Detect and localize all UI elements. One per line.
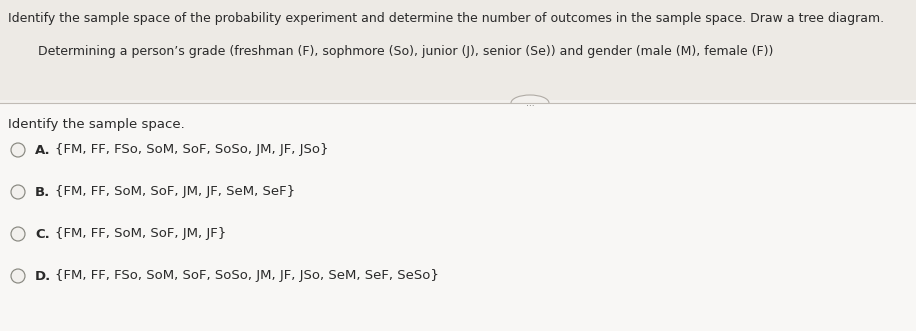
Circle shape <box>11 185 25 199</box>
FancyBboxPatch shape <box>0 104 916 331</box>
FancyBboxPatch shape <box>0 0 916 100</box>
Circle shape <box>11 269 25 283</box>
Text: {FM, FF, SoM, SoF, JM, JF, SeM, SeF}: {FM, FF, SoM, SoF, JM, JF, SeM, SeF} <box>55 185 295 199</box>
Ellipse shape <box>511 95 549 111</box>
Text: Identify the sample space.: Identify the sample space. <box>8 118 185 131</box>
Text: B.: B. <box>35 185 50 199</box>
Text: C.: C. <box>35 227 49 241</box>
Circle shape <box>11 227 25 241</box>
Text: {FM, FF, FSo, SoM, SoF, SoSo, JM, JF, JSo, SeM, SeF, SeSo}: {FM, FF, FSo, SoM, SoF, SoSo, JM, JF, JS… <box>55 269 439 282</box>
Text: {FM, FF, FSo, SoM, SoF, SoSo, JM, JF, JSo}: {FM, FF, FSo, SoM, SoF, SoSo, JM, JF, JS… <box>55 144 329 157</box>
Text: Identify the sample space of the probability experiment and determine the number: Identify the sample space of the probabi… <box>8 12 884 25</box>
Circle shape <box>11 143 25 157</box>
Text: D.: D. <box>35 269 51 282</box>
Text: A.: A. <box>35 144 50 157</box>
Text: Determining a person’s grade (freshman (F), sophmore (So), junior (J), senior (S: Determining a person’s grade (freshman (… <box>38 45 773 58</box>
Text: ...: ... <box>526 99 534 108</box>
Text: {FM, FF, SoM, SoF, JM, JF}: {FM, FF, SoM, SoF, JM, JF} <box>55 227 226 241</box>
